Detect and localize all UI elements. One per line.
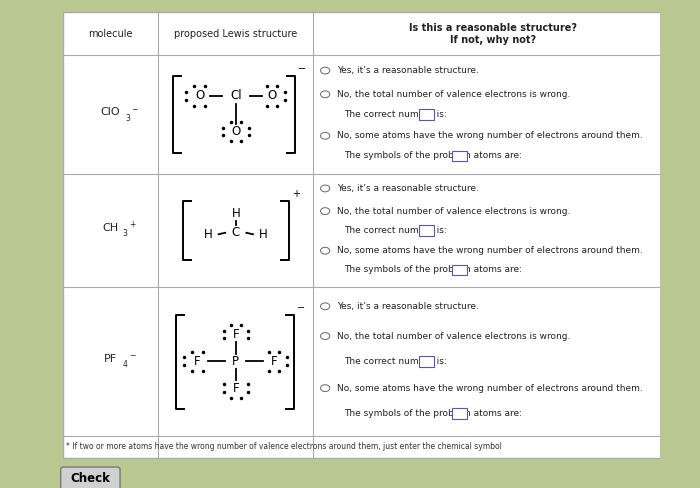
Text: No, the total number of valence electrons is wrong.: No, the total number of valence electron…: [337, 90, 570, 99]
Text: No, some atoms have the wrong number of electrons around them.: No, some atoms have the wrong number of …: [337, 246, 643, 255]
Text: H: H: [204, 228, 213, 241]
Bar: [419, 225, 434, 236]
Text: The symbols of the problem atoms are:: The symbols of the problem atoms are:: [344, 151, 522, 161]
Text: No, the total number of valence electrons is wrong.: No, the total number of valence electron…: [337, 206, 570, 216]
Text: 3: 3: [122, 229, 127, 238]
Text: ClO: ClO: [101, 107, 120, 117]
Text: O: O: [267, 89, 276, 102]
Text: P: P: [232, 355, 239, 368]
Text: F: F: [271, 355, 277, 368]
Text: +: +: [292, 189, 300, 199]
Text: The correct number is:: The correct number is:: [344, 357, 447, 366]
Text: Yes, it’s a reasonable structure.: Yes, it’s a reasonable structure.: [337, 184, 479, 193]
Text: proposed Lewis structure: proposed Lewis structure: [174, 29, 298, 39]
Text: −: −: [298, 64, 307, 74]
Text: Check: Check: [71, 472, 111, 485]
Text: C: C: [232, 226, 240, 239]
FancyBboxPatch shape: [61, 467, 120, 488]
Text: The correct number is:: The correct number is:: [344, 110, 447, 119]
Bar: [419, 109, 434, 120]
Text: No, some atoms have the wrong number of electrons around them.: No, some atoms have the wrong number of …: [337, 384, 643, 393]
Text: Is this a reasonable structure?: Is this a reasonable structure?: [409, 23, 577, 33]
Bar: [419, 356, 434, 367]
Text: H: H: [232, 207, 240, 220]
Text: −: −: [132, 105, 138, 114]
Bar: [452, 264, 467, 275]
Text: F: F: [194, 355, 201, 368]
Text: Cl: Cl: [230, 89, 241, 102]
Text: F: F: [232, 328, 239, 341]
Text: −: −: [297, 303, 305, 312]
Text: O: O: [195, 89, 204, 102]
Text: PF: PF: [104, 354, 117, 364]
Text: H: H: [259, 228, 268, 241]
Text: O: O: [231, 125, 240, 138]
Text: Yes, it’s a reasonable structure.: Yes, it’s a reasonable structure.: [337, 302, 479, 311]
Text: +: +: [129, 220, 135, 229]
Text: * If two or more atoms have the wrong number of valence electrons around them, j: * If two or more atoms have the wrong nu…: [66, 442, 502, 451]
Text: −: −: [129, 351, 135, 360]
Bar: [673, 12, 699, 458]
Text: Yes, it’s a reasonable structure.: Yes, it’s a reasonable structure.: [337, 66, 479, 75]
Text: No, the total number of valence electrons is wrong.: No, the total number of valence electron…: [337, 331, 570, 341]
Bar: [452, 151, 467, 162]
Text: If not, why not?: If not, why not?: [450, 35, 536, 44]
Text: CH: CH: [102, 223, 118, 233]
Text: The symbols of the problem atoms are:: The symbols of the problem atoms are:: [344, 409, 522, 418]
Text: 3: 3: [125, 114, 130, 123]
Text: 4: 4: [122, 360, 127, 369]
Text: F: F: [232, 382, 239, 395]
Text: The symbols of the problem atoms are:: The symbols of the problem atoms are:: [344, 265, 522, 274]
Text: The correct number is:: The correct number is:: [344, 226, 447, 235]
Text: No, some atoms have the wrong number of electrons around them.: No, some atoms have the wrong number of …: [337, 131, 643, 140]
Text: molecule: molecule: [88, 29, 133, 39]
Bar: [452, 408, 467, 419]
